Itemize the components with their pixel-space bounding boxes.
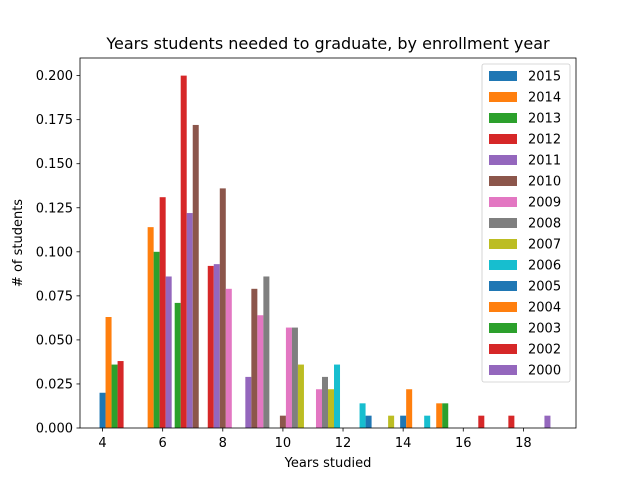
x-tick-label: 10 bbox=[275, 436, 292, 451]
bar-2011-0 bbox=[165, 276, 172, 428]
legend-label-2006: 2006 bbox=[528, 259, 561, 274]
y-tick-label: 0.125 bbox=[36, 201, 73, 216]
bar-2006-0 bbox=[334, 364, 341, 428]
legend-swatch-2000 bbox=[489, 365, 517, 375]
bar-2012-1 bbox=[159, 197, 166, 428]
bar-2006-2 bbox=[424, 415, 431, 428]
bar-2015-0 bbox=[99, 392, 106, 428]
bar-2013-2 bbox=[174, 302, 181, 428]
legend-label-2003: 2003 bbox=[528, 322, 561, 337]
plot-frame bbox=[79, 57, 577, 429]
y-tick-label: 0.000 bbox=[36, 422, 73, 437]
legend-swatch-2002 bbox=[489, 344, 517, 354]
legend-swatch-2004 bbox=[489, 302, 517, 312]
legend-swatch-2010 bbox=[489, 176, 517, 186]
bar-2009-1 bbox=[257, 315, 264, 428]
legend-label-2000: 2000 bbox=[528, 364, 561, 379]
legend-label-2014: 2014 bbox=[528, 91, 561, 106]
bar-2010-3 bbox=[279, 415, 286, 428]
x-tick-label: 16 bbox=[455, 436, 472, 451]
legend-label-2010: 2010 bbox=[528, 175, 561, 190]
bar-2014-1 bbox=[147, 227, 154, 428]
y-axis-label: # of students bbox=[11, 199, 26, 287]
x-axis-ticks: 4 6 8 10 12 14 16 18 bbox=[98, 428, 532, 451]
bar-2009-3 bbox=[315, 389, 322, 428]
legend-swatch-2011 bbox=[489, 155, 517, 165]
y-tick-label: 0.025 bbox=[36, 377, 73, 392]
bar-2009-0 bbox=[225, 288, 232, 428]
legend-label-2009: 2009 bbox=[528, 196, 561, 211]
bar-2011-4 bbox=[544, 415, 551, 428]
y-tick-label: 0.200 bbox=[36, 69, 73, 84]
x-axis-label: Years studied bbox=[284, 456, 372, 471]
legend-swatch-2006 bbox=[489, 260, 517, 270]
legend-label-2002: 2002 bbox=[528, 343, 561, 358]
bar-2011-1 bbox=[186, 213, 193, 428]
bar-2014-0 bbox=[105, 317, 112, 428]
bar-2007-0 bbox=[297, 364, 304, 428]
y-tick-label: 0.100 bbox=[36, 245, 73, 260]
legend-label-2015: 2015 bbox=[528, 70, 561, 85]
bar-2015-2 bbox=[400, 415, 407, 428]
bar-2010-0 bbox=[192, 124, 199, 428]
bar-2010-1 bbox=[219, 188, 226, 428]
x-tick-label: 12 bbox=[335, 436, 352, 451]
bar-2007-2 bbox=[388, 415, 395, 428]
bar-2008-0 bbox=[263, 276, 270, 428]
x-tick-label: 18 bbox=[515, 436, 532, 451]
y-tick-label: 0.050 bbox=[36, 333, 73, 348]
bar-2014-3 bbox=[436, 403, 443, 428]
bar-2007-1 bbox=[328, 389, 335, 428]
bar-2009-2 bbox=[285, 327, 292, 428]
legend-label-2005: 2005 bbox=[528, 280, 561, 295]
y-tick-label: 0.075 bbox=[36, 289, 73, 304]
legend-swatch-2003 bbox=[489, 323, 517, 333]
bar-2008-1 bbox=[291, 327, 298, 428]
bar-2013-1 bbox=[153, 251, 160, 428]
legend-swatch-2015 bbox=[489, 71, 517, 81]
legend-swatch-2009 bbox=[489, 197, 517, 207]
bar-2012-3 bbox=[207, 265, 214, 428]
bar-2012-4 bbox=[478, 415, 485, 428]
x-tick-label: 4 bbox=[98, 436, 106, 451]
x-tick-label: 6 bbox=[159, 436, 167, 451]
bar-2008-2 bbox=[321, 376, 328, 428]
legend-swatch-2008 bbox=[489, 218, 517, 228]
bar-2015-1 bbox=[365, 415, 372, 428]
legend-swatch-2012 bbox=[489, 134, 517, 144]
legend-label-2007: 2007 bbox=[528, 238, 561, 253]
bar-2012-5 bbox=[508, 415, 515, 428]
y-tick-label: 0.175 bbox=[36, 113, 73, 128]
y-axis-ticks: 0.000 0.025 0.050 0.075 0.100 0.125 0.150 0.175… bbox=[36, 69, 80, 437]
bar-2014-2 bbox=[406, 389, 413, 428]
legend-swatch-2007 bbox=[489, 239, 517, 249]
legend-swatch-2005 bbox=[489, 281, 517, 291]
bar-2013-0 bbox=[111, 364, 118, 428]
y-tick-label: 0.150 bbox=[36, 157, 73, 172]
bar-2013-3 bbox=[442, 403, 449, 428]
legend-label-2011: 2011 bbox=[528, 154, 561, 169]
chart-title: Years students needed to graduate, by en… bbox=[105, 34, 550, 53]
legend-label-2004: 2004 bbox=[528, 301, 561, 316]
bar-2011-2 bbox=[213, 264, 220, 428]
bar-2006-1 bbox=[359, 403, 366, 428]
legend-swatch-2013 bbox=[489, 113, 517, 123]
bars-group bbox=[99, 75, 551, 429]
bar-2012-2 bbox=[180, 75, 187, 429]
legend-label-2012: 2012 bbox=[528, 133, 561, 148]
bar-2010-2 bbox=[251, 288, 258, 428]
bar-2011-3 bbox=[245, 376, 252, 428]
legend: 2015 2014 2013 2012 2011 2010 2009 2008 2007 2006… bbox=[481, 63, 571, 383]
x-tick-label: 14 bbox=[395, 436, 412, 451]
bar-2012-0 bbox=[117, 361, 124, 428]
legend-label-2008: 2008 bbox=[528, 217, 561, 232]
legend-label-2013: 2013 bbox=[528, 112, 561, 127]
legend-swatch-2014 bbox=[489, 92, 517, 102]
x-tick-label: 8 bbox=[219, 436, 227, 451]
